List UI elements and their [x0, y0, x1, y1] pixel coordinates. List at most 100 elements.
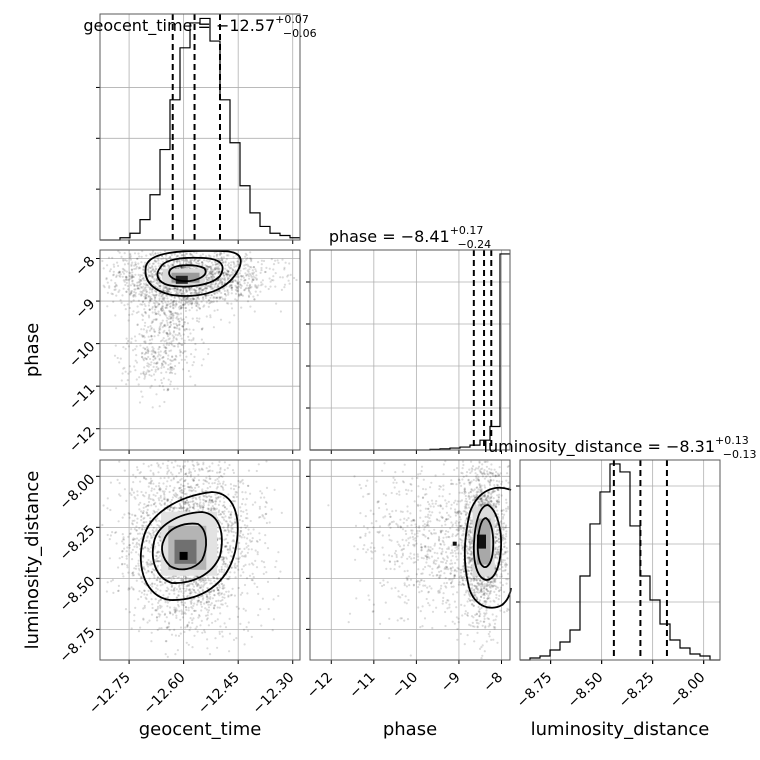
p10-point — [205, 294, 208, 297]
p10-point — [159, 273, 163, 276]
p10-point — [169, 317, 172, 320]
p10-point — [172, 316, 175, 319]
p10-point — [208, 259, 211, 262]
p10-point — [114, 281, 117, 285]
p20-point — [156, 523, 159, 527]
p10-point — [105, 278, 108, 281]
p10-point — [168, 321, 172, 324]
p10-point — [168, 331, 172, 334]
p10-point — [148, 274, 151, 277]
p10-point — [156, 252, 160, 255]
p20-point — [259, 496, 262, 499]
p20-point — [151, 498, 154, 501]
p10-point — [158, 384, 161, 387]
p20-point — [232, 530, 235, 534]
p20-point — [146, 561, 149, 564]
p10-point — [140, 286, 144, 289]
p10-point — [195, 292, 199, 295]
p20-point — [184, 473, 187, 476]
p10-point — [212, 287, 215, 290]
p20-point — [198, 505, 201, 508]
p20-point — [169, 471, 173, 474]
p20-point — [196, 461, 199, 464]
p10-point — [202, 288, 205, 292]
p10-point — [150, 326, 153, 330]
p10-point — [283, 268, 286, 271]
p10-point — [198, 287, 201, 290]
p20-point — [188, 486, 191, 489]
hist-geocent-time-ticks — [96, 86, 294, 244]
p20-point — [206, 614, 209, 617]
p10-point — [150, 321, 153, 325]
p10-point — [203, 259, 206, 262]
p10-point — [122, 346, 125, 349]
p10-point — [159, 323, 162, 326]
p10-point — [161, 297, 164, 300]
p10-point — [165, 304, 168, 307]
p10-point — [165, 289, 168, 292]
p20-point — [196, 630, 199, 633]
p10-point — [127, 288, 130, 291]
p10-point — [236, 290, 239, 293]
p10-point — [139, 290, 142, 293]
p10-point — [166, 333, 169, 336]
p20-point — [232, 471, 235, 474]
p20-point — [211, 505, 214, 508]
p10-point — [172, 345, 175, 348]
p10-point — [237, 289, 240, 292]
p20-point — [198, 586, 201, 590]
p20-point — [147, 569, 150, 572]
p20-point — [250, 548, 253, 551]
p20-point — [242, 510, 245, 513]
p10-point — [197, 259, 200, 262]
p10-point — [198, 317, 201, 320]
p20-point — [236, 557, 239, 560]
p10-point — [260, 281, 263, 284]
p10-point — [248, 286, 251, 289]
p10-point — [230, 288, 234, 291]
p10-point — [176, 312, 179, 315]
p10-point — [169, 305, 172, 308]
p20-point — [158, 539, 161, 542]
title-geocent-time-prefix: geocent_time = — [83, 16, 216, 36]
p10-point — [148, 308, 152, 311]
p20-point — [207, 501, 210, 504]
p10-point — [185, 298, 189, 301]
p10-point — [131, 280, 134, 283]
p20-point — [142, 566, 145, 569]
p10-point — [108, 285, 111, 288]
p20-point — [237, 547, 241, 551]
p10-point — [178, 308, 181, 311]
p10-point — [186, 297, 189, 300]
p10-point — [234, 298, 237, 301]
p10-point — [154, 279, 157, 282]
p10-point — [201, 297, 204, 300]
p10-point — [163, 351, 166, 354]
p10-point — [196, 302, 199, 305]
p20-point — [106, 507, 109, 510]
p20-point — [190, 591, 193, 594]
p10-point — [198, 290, 201, 293]
p10-point — [147, 268, 150, 271]
p10-point — [235, 299, 238, 302]
p10-point — [136, 287, 139, 290]
p20-point — [216, 477, 219, 481]
p10-point — [224, 292, 227, 296]
p20-point — [213, 607, 216, 610]
p20-point — [242, 571, 245, 574]
p10-point — [181, 368, 185, 371]
p10-point — [150, 353, 153, 356]
p10-point — [156, 301, 159, 304]
p20-point — [218, 471, 221, 474]
p10-point — [155, 260, 158, 263]
p10-point — [124, 278, 127, 281]
p20-point — [154, 505, 157, 508]
p10-point — [185, 262, 188, 265]
p20-point — [148, 541, 151, 544]
p20-point — [235, 495, 238, 498]
p10-point — [152, 267, 155, 271]
p20-point — [177, 497, 180, 500]
p10-point — [141, 290, 144, 293]
p10-point — [166, 387, 169, 390]
p20-point — [232, 495, 235, 498]
